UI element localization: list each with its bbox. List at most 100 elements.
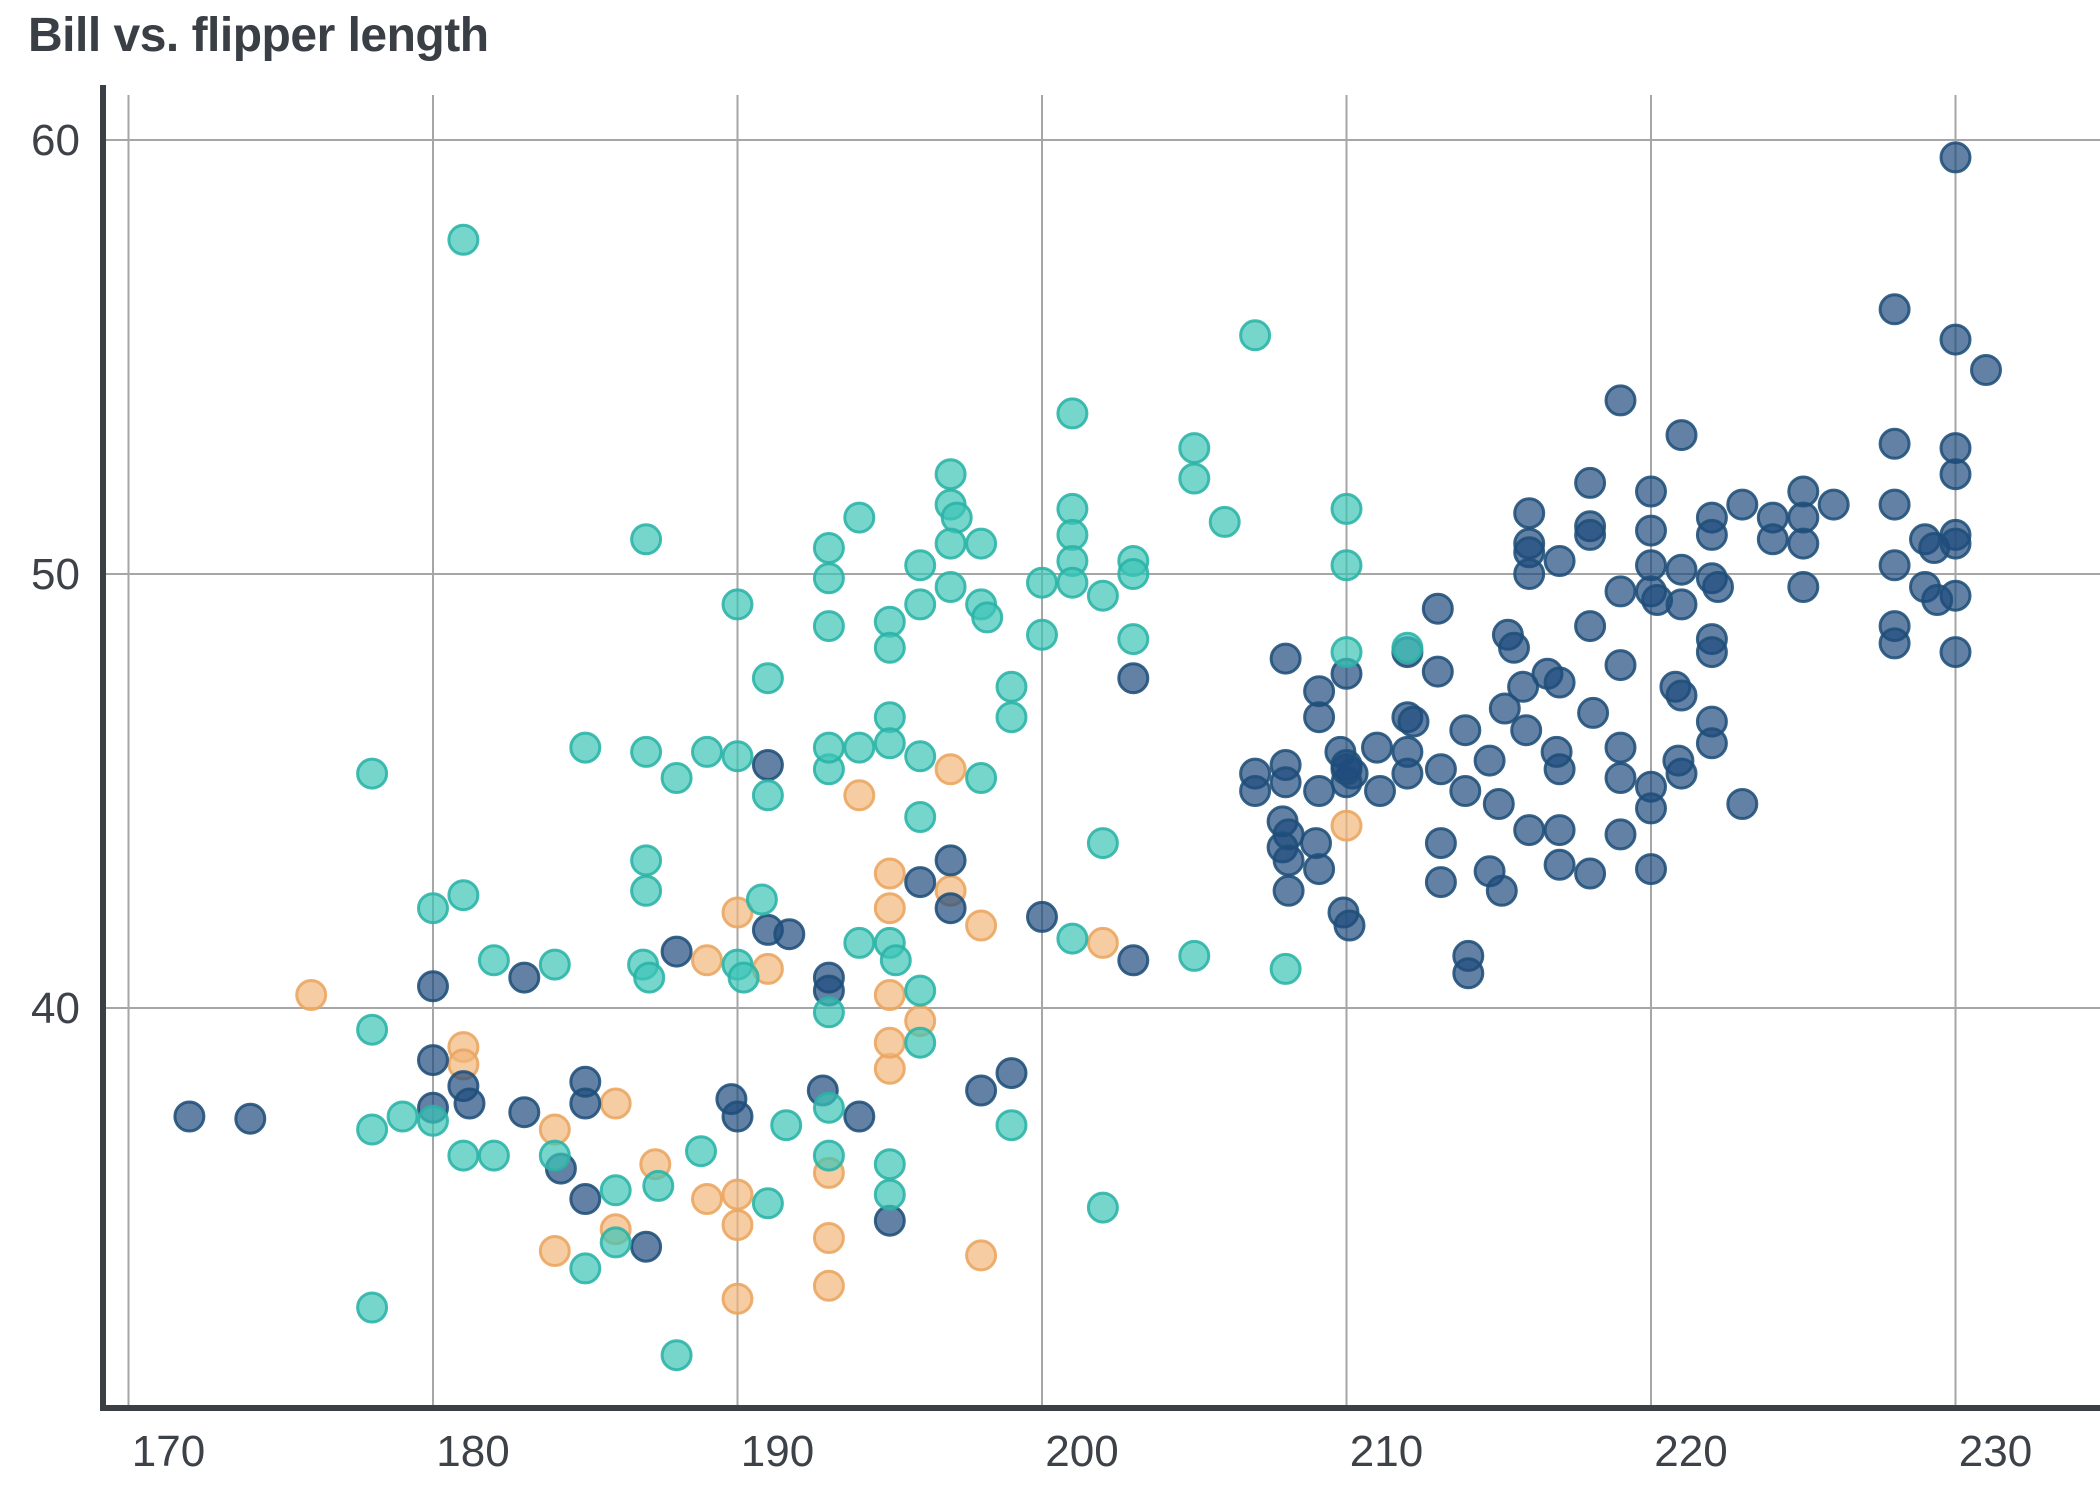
data-point-biscoe [1665,588,1698,621]
data-point-dream [843,926,876,959]
data-point-dream [879,944,912,977]
data-point-biscoe [1269,642,1302,675]
data-point-dream [812,731,845,764]
data-point-biscoe [1026,900,1058,933]
data-point-dream [685,1135,717,1168]
data-point-biscoe [1574,518,1607,551]
data-point-biscoe [1702,571,1734,603]
data-point-dream [751,662,784,695]
x-tick-label-200: 200 [1045,1427,1118,1476]
data-point-dream [721,588,754,621]
data-point-dream [1056,922,1089,955]
data-point-dream [599,1174,632,1207]
data-point-biscoe [453,1087,486,1120]
data-point-biscoe [1272,844,1305,877]
data-point-biscoe [1604,762,1637,794]
data-point-dream [417,892,449,925]
data-point-torgersen [538,1235,571,1267]
series-dream [356,223,1424,1372]
data-point-biscoe [1635,792,1667,825]
data-point-biscoe [773,918,806,951]
data-point-dream [1178,939,1211,972]
data-point-biscoe [965,1074,998,1107]
data-point-biscoe [1303,775,1336,807]
data-point-dream [569,1252,602,1285]
data-point-dream [633,961,666,994]
data-point-dream [1239,319,1272,352]
data-point-dream [642,1169,675,1202]
data-point-biscoe [1482,788,1515,820]
data-point-biscoe [173,1100,206,1133]
data-point-dream [356,1113,389,1146]
data-point-dream [812,610,845,643]
data-point-dream [630,523,663,556]
data-point-dream [904,801,937,833]
data-point-dream [843,731,876,764]
data-point-biscoe [1817,488,1850,521]
data-point-biscoe [1330,753,1363,786]
data-point-biscoe [1117,662,1150,695]
data-point-dream [356,1013,389,1046]
data-point-dream [934,458,967,491]
data-point-torgersen [873,1026,906,1059]
data-point-biscoe [1239,775,1272,807]
data-point-dream [940,501,973,534]
data-point-biscoe [1452,957,1485,990]
data-point-biscoe [417,970,449,1003]
data-point-torgersen [691,944,723,977]
data-point-biscoe [1604,731,1637,764]
data-point-biscoe [1604,384,1637,417]
data-point-biscoe [1756,523,1789,556]
series-biscoe [173,141,2002,1263]
data-point-biscoe [1269,766,1302,799]
series-torgersen [295,753,1363,1315]
data-point-dream [1056,566,1089,599]
data-point-dream [1330,492,1363,525]
y-tick-label-40: 40 [31,984,80,1033]
data-point-biscoe [508,1096,541,1129]
data-point-dream [1026,618,1058,651]
data-point-torgersen [965,1239,998,1272]
data-point-biscoe [1510,714,1543,747]
data-point-dream [995,701,1028,734]
data-point-biscoe [1939,323,1972,356]
x-tick-label-190: 190 [741,1427,814,1476]
data-point-torgersen [812,1269,845,1302]
data-point-dream [843,501,876,534]
data-point-dream [770,1109,803,1142]
data-point-biscoe [1397,705,1430,738]
data-point-torgersen [873,857,906,890]
data-point-biscoe [1695,518,1728,551]
data-point-dream [1086,1191,1119,1224]
data-point-dream [904,740,937,773]
data-point-dream [691,735,723,768]
data-point-biscoe [630,1230,663,1263]
x-tick-label-230: 230 [1959,1427,2032,1476]
data-point-biscoe [751,749,784,781]
data-point-biscoe [508,961,541,994]
data-point-biscoe [1577,696,1610,729]
data-point-dream [417,1104,449,1137]
data-point-dream [873,1178,906,1211]
data-point-dream [995,1109,1028,1142]
data-point-biscoe [1424,753,1457,786]
data-point-biscoe [1333,909,1366,942]
data-point-biscoe [1878,549,1911,582]
data-point-biscoe [1473,744,1506,777]
data-point-biscoe [1303,701,1336,734]
data-point-biscoe [934,892,967,925]
data-point-biscoe [417,1044,449,1077]
data-point-dream [873,631,906,664]
data-point-dream [965,762,998,794]
data-point-dream [386,1100,419,1133]
data-point-dream [751,1187,784,1220]
data-point-dream [751,779,784,812]
data-point-dream [934,571,967,603]
data-point-biscoe [1665,553,1698,586]
data-point-biscoe [1507,670,1540,703]
data-point-biscoe [1695,727,1728,760]
data-point-biscoe [1878,627,1911,660]
data-point-dream [630,844,663,877]
data-point-biscoe [569,1087,602,1120]
data-point-dream [569,731,602,764]
